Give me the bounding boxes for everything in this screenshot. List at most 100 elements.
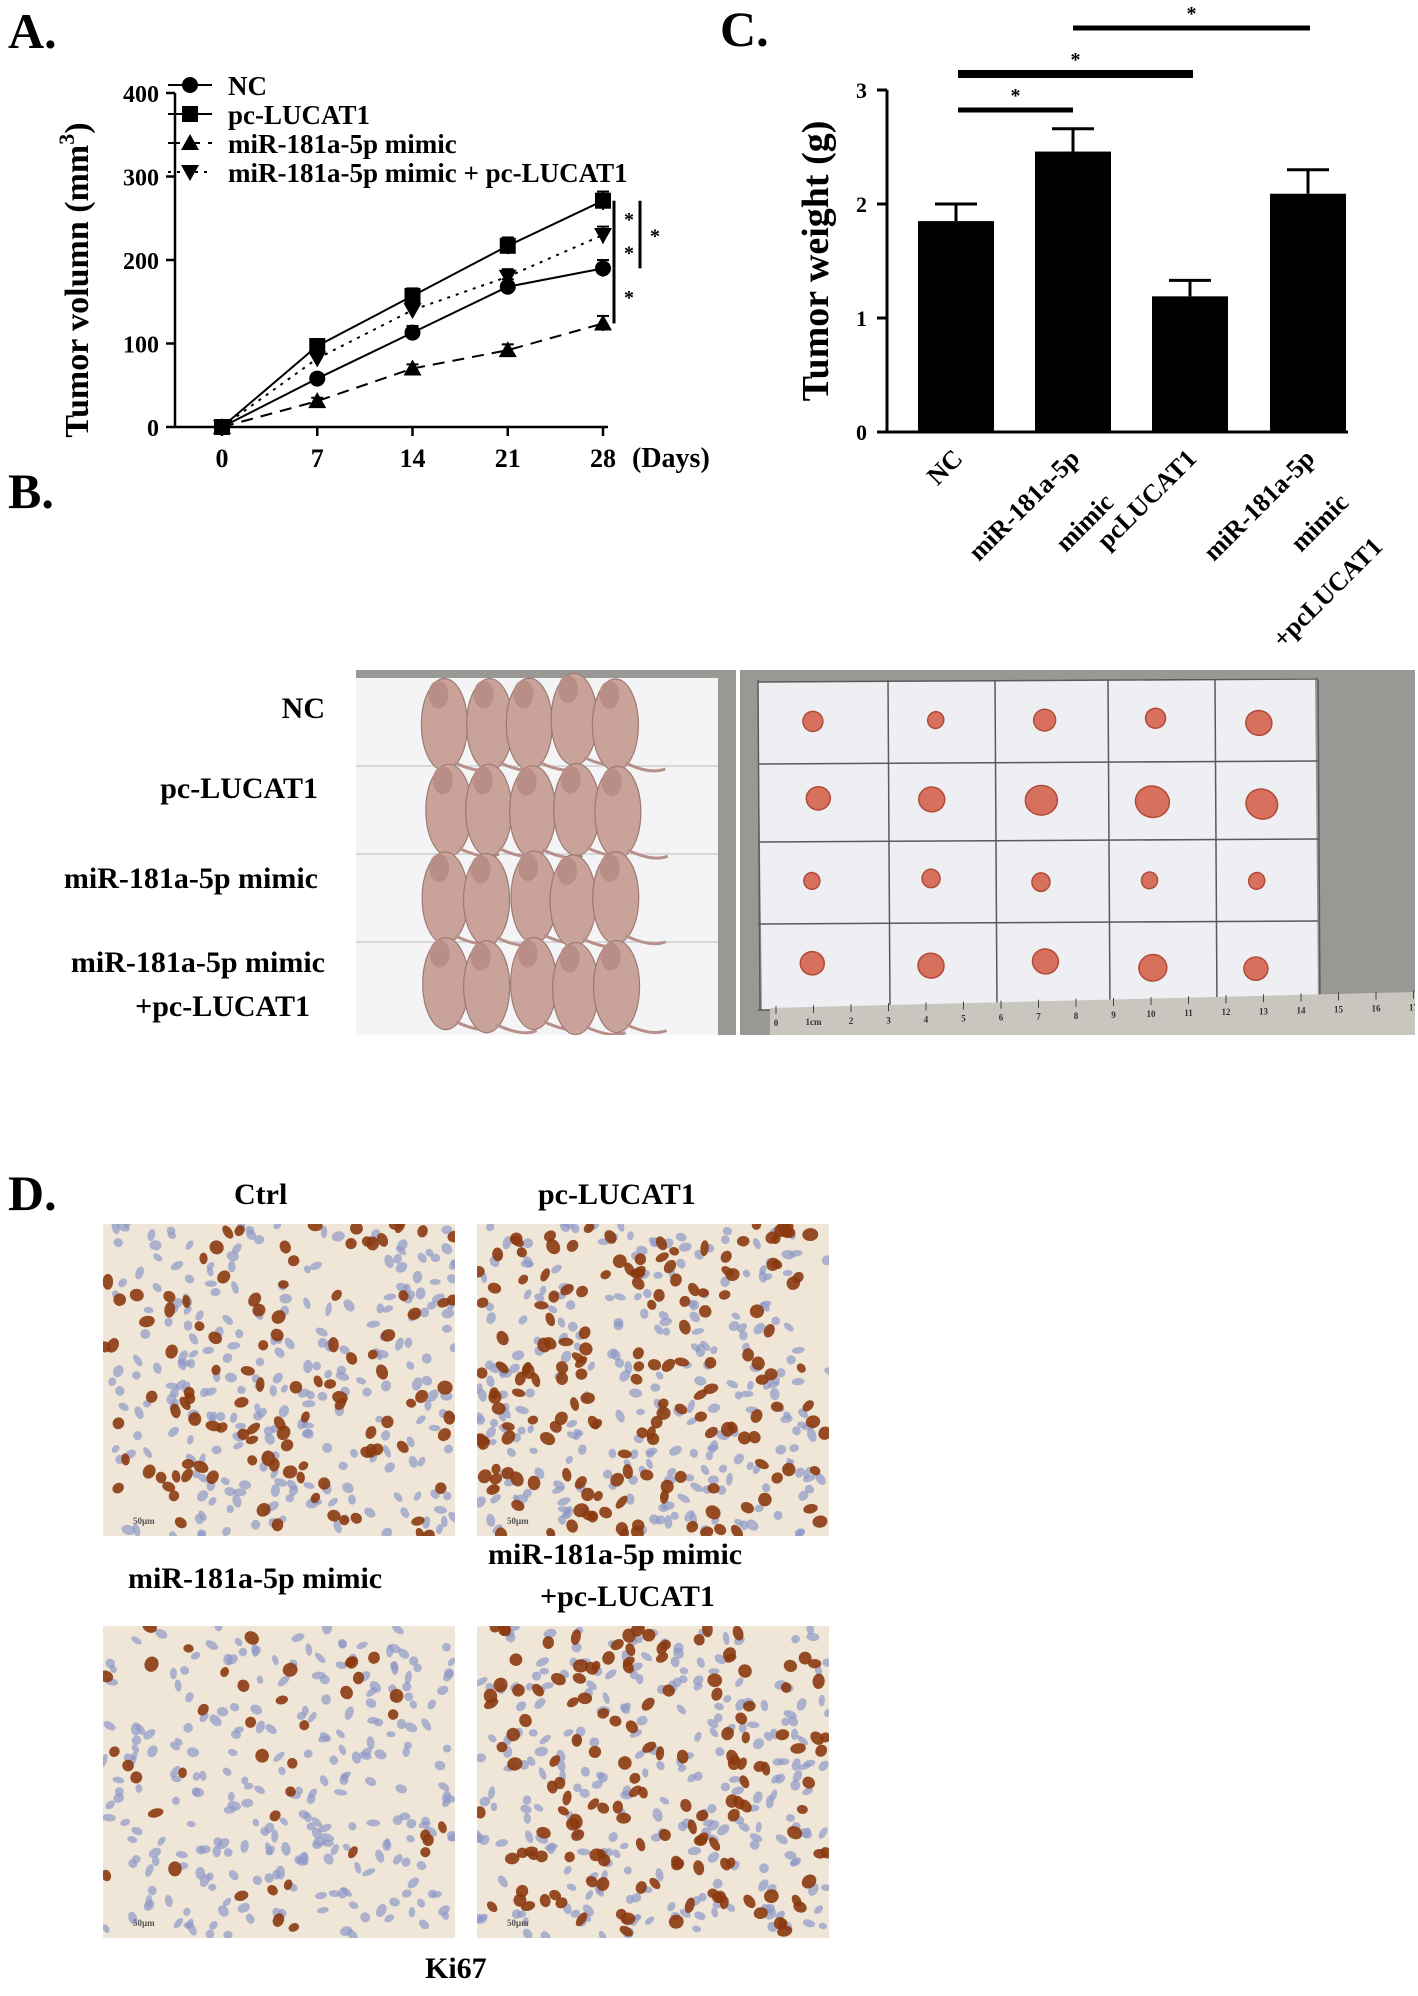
ki67-positive-nucleus	[280, 1439, 294, 1452]
ki67-positive-nucleus	[721, 1727, 734, 1741]
blue-nucleus	[427, 1889, 437, 1899]
ki67-positive-nucleus	[376, 1364, 389, 1380]
blue-nucleus	[281, 1841, 291, 1856]
blue-nucleus	[694, 1376, 707, 1386]
blue-nucleus	[613, 1293, 626, 1301]
ki67-positive-nucleus	[531, 1683, 544, 1697]
tumor	[1032, 708, 1057, 732]
row-label-mimic-pc-line2: +pc-LUCAT1	[135, 990, 310, 1023]
blue-nucleus	[320, 1225, 328, 1239]
ki67-positive-nucleus	[178, 1767, 187, 1779]
blue-nucleus	[348, 1822, 357, 1831]
blue-nucleus	[384, 1254, 394, 1268]
blue-nucleus	[323, 1853, 334, 1865]
ki67-positive-nucleus	[727, 1755, 741, 1770]
blue-nucleus	[232, 1442, 244, 1450]
blue-nucleus	[172, 1298, 183, 1308]
ki67-positive-nucleus	[489, 1473, 503, 1485]
blue-nucleus	[737, 1323, 747, 1333]
ki67-positive-nucleus	[435, 1482, 447, 1495]
blue-nucleus	[477, 1496, 486, 1508]
blue-nucleus	[479, 1796, 491, 1807]
ki67-positive-nucleus	[129, 1288, 144, 1302]
blue-nucleus	[172, 1796, 180, 1806]
blue-nucleus	[673, 1642, 684, 1654]
blue-nucleus	[226, 1654, 238, 1665]
ruler	[770, 992, 1415, 1035]
ki67-positive-nucleus	[720, 1250, 732, 1263]
blue-nucleus	[328, 1890, 341, 1897]
mouse-head	[559, 944, 580, 973]
ki67-positive-nucleus	[310, 1492, 321, 1504]
blue-nucleus	[351, 1751, 362, 1764]
ki67-positive-nucleus	[604, 1230, 617, 1244]
blue-nucleus	[175, 1851, 188, 1859]
ruler-tick-label: 8	[1074, 1011, 1079, 1021]
ki67-positive-nucleus	[720, 1896, 729, 1910]
blue-nucleus	[608, 1832, 618, 1842]
blue-nucleus	[652, 1808, 663, 1822]
tumor	[917, 952, 945, 979]
blue-nucleus	[531, 1671, 542, 1681]
blue-nucleus	[108, 1377, 117, 1387]
blue-nucleus	[534, 1293, 545, 1302]
blue-nucleus	[252, 1818, 260, 1827]
ki67-positive-nucleus	[237, 1679, 250, 1692]
blue-nucleus	[517, 1426, 526, 1435]
blue-nucleus	[184, 1274, 195, 1284]
blue-nucleus	[706, 1444, 719, 1452]
blue-nucleus	[254, 1785, 265, 1795]
ki67-positive-nucleus	[803, 1503, 818, 1514]
blue-nucleus	[103, 1813, 116, 1822]
blue-nucleus	[118, 1278, 128, 1288]
ruler-tick-label: 14	[1297, 1005, 1307, 1015]
legend-marker	[182, 77, 198, 93]
ki67-positive-nucleus	[245, 1716, 257, 1728]
blue-nucleus	[442, 1642, 451, 1652]
significance-star: *	[624, 209, 634, 231]
blue-nucleus	[822, 1658, 829, 1667]
ki67-positive-nucleus	[556, 1361, 569, 1374]
blue-nucleus	[170, 1260, 184, 1271]
blue-nucleus	[659, 1796, 670, 1805]
blue-nucleus	[392, 1854, 403, 1865]
ki67-positive-nucleus	[642, 1628, 656, 1642]
ki67-positive-nucleus	[334, 1398, 347, 1411]
blue-nucleus	[209, 1714, 222, 1727]
blue-nucleus	[821, 1255, 829, 1266]
blue-nucleus	[477, 1753, 487, 1763]
x-tick-label: 14	[400, 444, 426, 473]
mouse-head	[432, 766, 453, 795]
ihc-label-mimic-pc-line1: miR-181a-5p mimic	[488, 1538, 743, 1571]
ki67-positive-nucleus	[278, 1280, 289, 1289]
blue-nucleus	[645, 1458, 653, 1469]
ki67-positive-nucleus	[771, 1234, 781, 1245]
ki67-positive-nucleus	[660, 1639, 671, 1651]
y-tick-label: 300	[123, 166, 159, 192]
ihc-image-pc-lucat1: 50μm	[477, 1224, 829, 1536]
ki67-positive-nucleus	[139, 1315, 155, 1328]
blue-nucleus	[429, 1278, 441, 1286]
blue-nucleus	[687, 1846, 702, 1856]
blue-nucleus	[664, 1515, 673, 1529]
blue-nucleus	[333, 1520, 342, 1534]
blue-nucleus	[157, 1836, 166, 1846]
y-tick-label: 3	[856, 78, 867, 103]
ki67-positive-nucleus	[422, 1529, 435, 1536]
blue-nucleus	[392, 1815, 403, 1825]
ruler-tick-label: 13	[1259, 1006, 1269, 1016]
blue-nucleus	[547, 1305, 558, 1314]
blue-nucleus	[580, 1766, 590, 1777]
blue-nucleus	[369, 1680, 382, 1693]
ki67-positive-nucleus	[634, 1253, 647, 1266]
ki67-positive-nucleus	[674, 1357, 690, 1367]
ki67-positive-nucleus	[655, 1746, 665, 1761]
tumor	[1134, 785, 1171, 819]
mouse	[463, 940, 538, 1035]
blue-nucleus	[786, 1814, 795, 1822]
blue-nucleus	[689, 1311, 701, 1323]
blue-nucleus	[425, 1248, 434, 1257]
blue-nucleus	[610, 1349, 621, 1361]
ki67-positive-nucleus	[437, 1428, 451, 1442]
blue-nucleus	[792, 1426, 801, 1436]
